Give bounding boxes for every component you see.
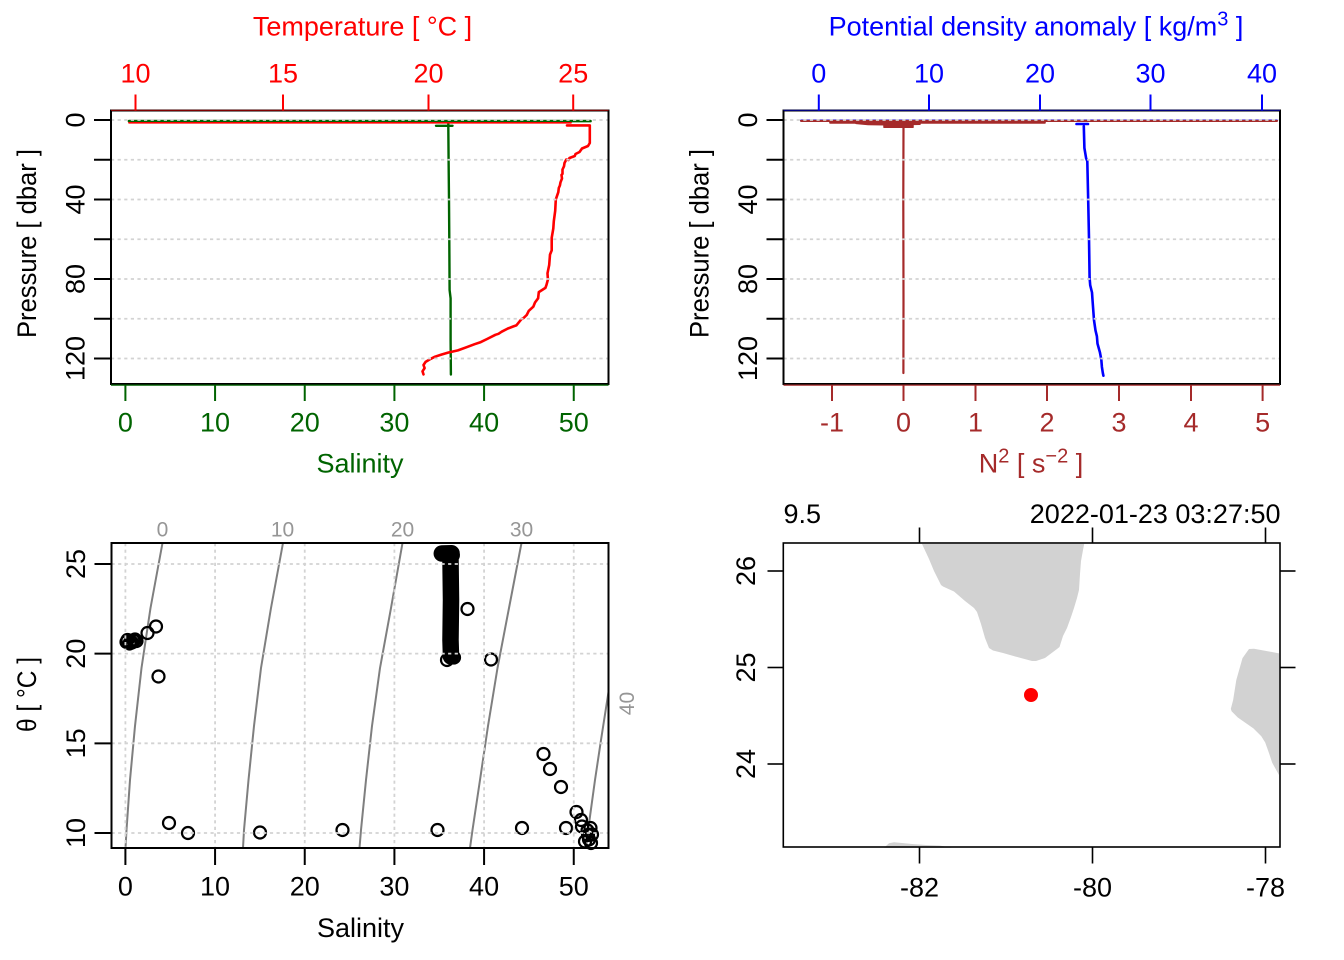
svg-text:10: 10	[200, 872, 230, 902]
svg-text:30: 30	[1135, 59, 1165, 89]
svg-text:20: 20	[391, 519, 414, 542]
svg-text:40: 40	[733, 184, 763, 214]
svg-text:0: 0	[157, 519, 169, 542]
svg-text:Salinity: Salinity	[316, 449, 404, 479]
svg-text:10: 10	[120, 59, 150, 89]
svg-text:25: 25	[558, 59, 588, 89]
svg-text:-1: -1	[820, 408, 844, 438]
svg-text:10: 10	[271, 519, 294, 542]
svg-text:40: 40	[469, 872, 499, 902]
svg-text:1: 1	[968, 408, 983, 438]
svg-text:θ [ °C ]: θ [ °C ]	[12, 657, 42, 732]
svg-text:15: 15	[61, 728, 91, 758]
svg-text:20: 20	[290, 408, 320, 438]
svg-text:10: 10	[914, 59, 944, 89]
svg-text:0: 0	[118, 408, 133, 438]
svg-text:26: 26	[731, 556, 761, 586]
svg-text:25: 25	[731, 652, 761, 682]
svg-text:25: 25	[61, 549, 91, 579]
svg-text:Temperature [ °C ]: Temperature [ °C ]	[253, 12, 472, 42]
svg-text:5: 5	[1255, 408, 1270, 438]
svg-text:Potential density anomaly [ kg: Potential density anomaly [ kg/m3 ]	[829, 9, 1244, 42]
svg-text:20: 20	[290, 872, 320, 902]
svg-text:0: 0	[61, 112, 91, 127]
svg-text:10: 10	[61, 818, 91, 848]
svg-text:30: 30	[379, 872, 409, 902]
svg-text:20: 20	[61, 639, 91, 669]
svg-text:10: 10	[200, 408, 230, 438]
svg-text:80: 80	[61, 264, 91, 294]
svg-text:-82: -82	[900, 872, 939, 902]
svg-text:30: 30	[510, 519, 533, 542]
svg-text:0: 0	[118, 872, 133, 902]
svg-text:40: 40	[1247, 59, 1277, 89]
svg-text:15: 15	[268, 59, 298, 89]
svg-text:4: 4	[1183, 408, 1198, 438]
svg-text:24: 24	[731, 749, 761, 779]
svg-text:2022-01-23 03:27:50: 2022-01-23 03:27:50	[1030, 499, 1281, 529]
svg-text:9.5: 9.5	[784, 499, 822, 529]
svg-text:2: 2	[1039, 408, 1054, 438]
svg-text:Salinity: Salinity	[317, 913, 405, 943]
svg-text:120: 120	[61, 336, 91, 381]
svg-text:80: 80	[733, 264, 763, 294]
svg-text:20: 20	[1025, 59, 1055, 89]
svg-text:Pressure [ dbar ]: Pressure [ dbar ]	[685, 149, 715, 338]
svg-text:40: 40	[61, 184, 91, 214]
svg-text:30: 30	[379, 408, 409, 438]
svg-text:120: 120	[733, 336, 763, 381]
svg-text:50: 50	[559, 872, 589, 902]
svg-text:40: 40	[469, 408, 499, 438]
svg-text:0: 0	[733, 112, 763, 127]
svg-text:N2 [ s−2 ]: N2 [ s−2 ]	[979, 446, 1083, 479]
svg-text:0: 0	[896, 408, 911, 438]
svg-text:20: 20	[413, 59, 443, 89]
svg-text:40: 40	[616, 692, 639, 715]
svg-text:50: 50	[559, 408, 589, 438]
svg-text:-78: -78	[1246, 872, 1285, 902]
svg-text:3: 3	[1111, 408, 1126, 438]
svg-text:Pressure [ dbar ]: Pressure [ dbar ]	[12, 149, 42, 338]
svg-text:0: 0	[811, 59, 826, 89]
svg-text:-80: -80	[1073, 872, 1112, 902]
